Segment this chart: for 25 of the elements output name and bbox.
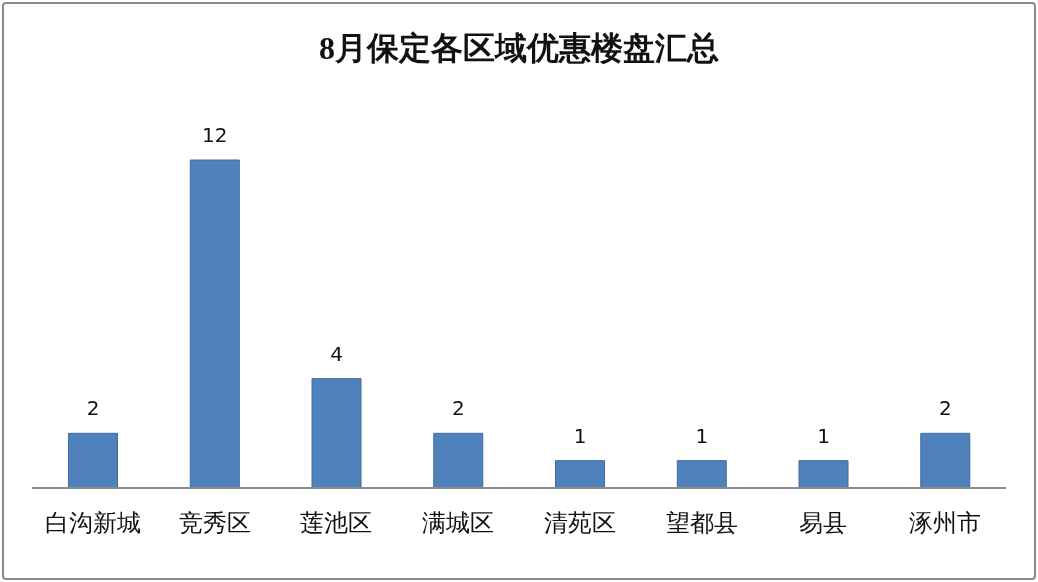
data-label: 2 bbox=[86, 396, 100, 421]
x-tick-label: 满城区 bbox=[422, 509, 495, 538]
x-tick-label: 涿州市 bbox=[909, 509, 982, 538]
data-label: 4 bbox=[330, 341, 343, 366]
bar bbox=[676, 460, 727, 489]
x-tick-label: 竞秀区 bbox=[178, 509, 251, 538]
x-tick-label: 莲池区 bbox=[300, 509, 373, 538]
data-label: 2 bbox=[451, 396, 465, 421]
bar bbox=[798, 460, 849, 489]
bar bbox=[311, 378, 362, 489]
data-label: 12 bbox=[202, 123, 228, 147]
data-label: 1 bbox=[573, 423, 587, 448]
data-label: 2 bbox=[938, 396, 952, 421]
x-tick-label: 望都县 bbox=[665, 509, 738, 538]
bar bbox=[920, 432, 971, 489]
x-tick-label: 易县 bbox=[799, 509, 848, 538]
data-label: 1 bbox=[817, 423, 830, 448]
bar bbox=[433, 432, 484, 489]
chart-title: 8月保定各区域优惠楼盘汇总 bbox=[318, 29, 720, 68]
data-label: 1 bbox=[695, 423, 709, 448]
x-tick-label: 清苑区 bbox=[543, 509, 616, 538]
x-tick-label: 白沟新城 bbox=[44, 509, 141, 538]
bar bbox=[68, 432, 119, 489]
bar bbox=[555, 460, 606, 489]
bar bbox=[189, 159, 240, 489]
